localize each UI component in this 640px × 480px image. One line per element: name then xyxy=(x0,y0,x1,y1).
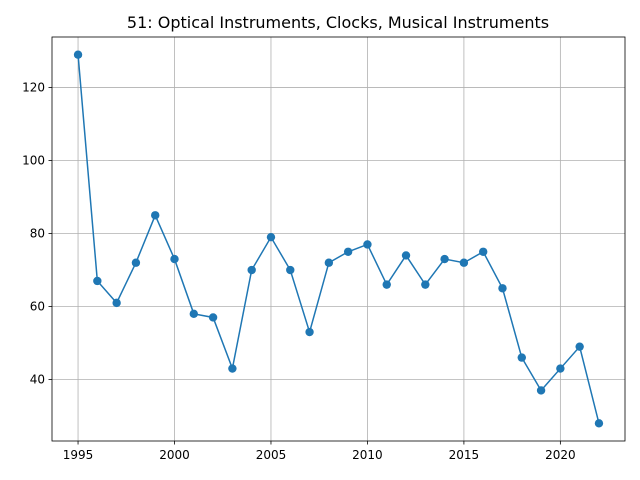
y-tick-label: 100 xyxy=(22,154,45,168)
y-tick-label: 60 xyxy=(30,300,45,314)
data-point xyxy=(228,364,237,373)
y-tick-label: 120 xyxy=(22,81,45,95)
data-point xyxy=(594,419,604,428)
x-tick-label: 2020 xyxy=(545,448,576,462)
y-tick-label: 80 xyxy=(30,227,45,241)
series-line xyxy=(77,54,600,424)
data-point xyxy=(151,211,160,220)
data-point xyxy=(556,364,565,373)
data-point xyxy=(286,265,295,275)
data-point xyxy=(421,280,430,289)
data-point xyxy=(266,232,276,242)
grid xyxy=(52,37,625,441)
data-point xyxy=(170,254,179,264)
x-tick-label: 2005 xyxy=(256,448,287,462)
data-point xyxy=(459,258,469,267)
x-axis: 1995 2000 2005 2010 2015 2020 xyxy=(63,441,576,462)
data-point xyxy=(247,265,256,275)
data-point xyxy=(112,298,121,308)
data-point xyxy=(73,50,83,59)
y-axis: 40 60 80 100 120 xyxy=(22,81,52,387)
series-group xyxy=(73,50,604,428)
data-point xyxy=(575,342,584,351)
data-point xyxy=(131,258,141,267)
data-point xyxy=(189,309,199,319)
data-point xyxy=(478,247,488,256)
data-point xyxy=(93,276,102,286)
data-point xyxy=(517,353,526,362)
x-tick-label: 1995 xyxy=(63,448,94,462)
y-tick-label: 40 xyxy=(30,373,45,387)
data-point xyxy=(363,240,372,249)
plot-frame xyxy=(51,36,626,442)
data-point xyxy=(382,280,391,289)
chart-title: 51: Optical Instruments, Clocks, Musical… xyxy=(127,13,549,32)
data-point xyxy=(208,313,218,322)
x-tick-label: 2000 xyxy=(159,448,190,462)
data-point xyxy=(324,258,334,267)
data-point xyxy=(536,386,546,395)
x-tick-label: 2010 xyxy=(352,448,383,462)
data-point xyxy=(440,254,449,264)
data-point xyxy=(401,251,411,260)
x-tick-label: 2015 xyxy=(449,448,480,462)
data-point xyxy=(305,327,314,337)
data-point xyxy=(498,284,507,293)
data-point xyxy=(343,247,353,256)
